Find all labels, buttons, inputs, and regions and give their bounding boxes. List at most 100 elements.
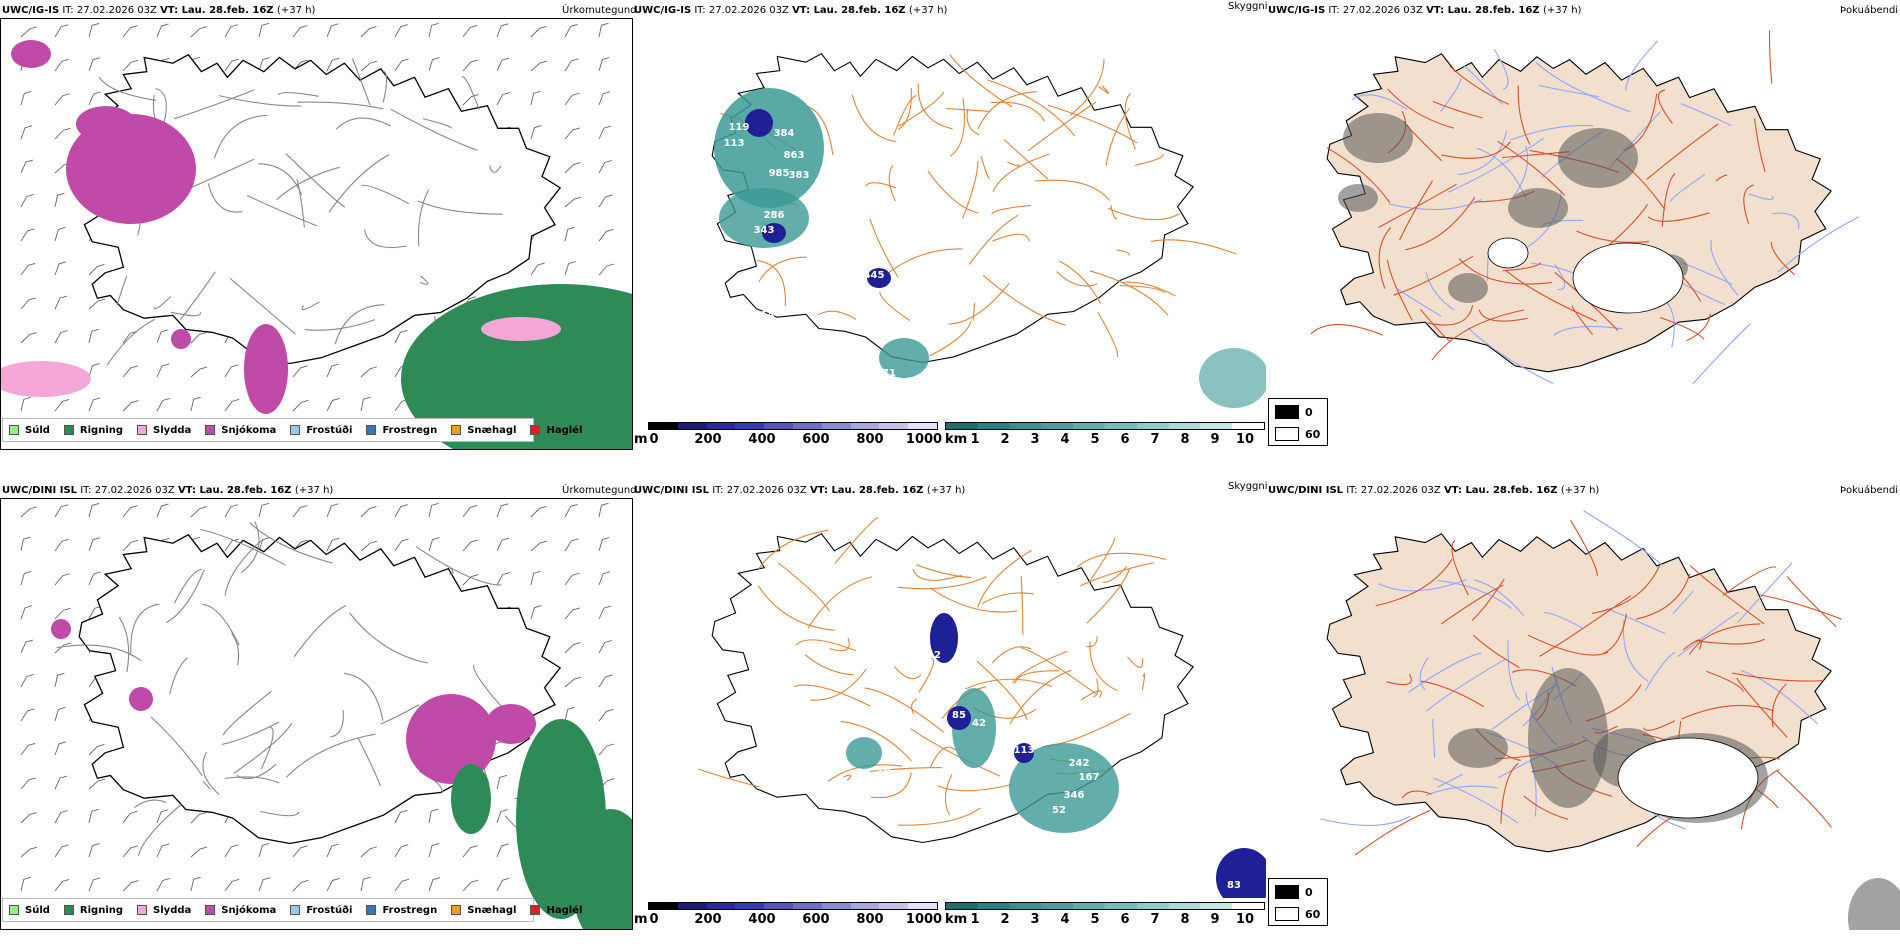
road-line (1420, 308, 1451, 343)
wind-barb (54, 672, 65, 688)
road-line (1535, 61, 1631, 113)
road-line (946, 108, 991, 112)
colorbar-tick: 400 (748, 912, 776, 927)
road-line (992, 153, 1050, 193)
wind-barb (224, 844, 239, 858)
road-line (296, 179, 305, 228)
snow-area (76, 106, 136, 142)
low-visibility-area (846, 737, 882, 769)
vt-label: VT: (1443, 485, 1466, 496)
road-line (1089, 537, 1116, 582)
road-line (965, 678, 1053, 690)
road-line (1689, 565, 1765, 625)
legend-swatch (137, 425, 148, 435)
wind-barb (156, 503, 169, 518)
road-line (473, 665, 502, 707)
legend-item-súld: Súld (9, 425, 50, 436)
wind-barb (190, 811, 207, 824)
wind-barb (122, 400, 139, 412)
road-line (869, 767, 942, 772)
road-line (817, 310, 857, 320)
road-line (1021, 647, 1096, 695)
wind-barb (564, 58, 579, 72)
legend-label: Haglél (546, 904, 583, 916)
colorbar-tick: 9 (1210, 912, 1220, 927)
road-line (293, 605, 347, 658)
road-line (1576, 230, 1649, 243)
vt-value: Lau. 28.feb. 16Z (831, 485, 927, 496)
visibility-label: 343 (754, 225, 775, 236)
road-line (990, 101, 1045, 122)
road-line (1310, 324, 1384, 336)
wind-barb (530, 570, 541, 586)
vt-value: Lau. 28.feb. 16Z (199, 485, 295, 496)
road-line (1009, 669, 1072, 725)
road-line (221, 721, 280, 745)
wind-barb (88, 397, 101, 412)
snow-area (66, 114, 196, 224)
colorbar-tick: 200 (694, 432, 722, 447)
road-line (173, 89, 255, 120)
iceland-coastline (711, 532, 1195, 844)
wind-barb (54, 58, 70, 72)
visibility-label: 113 (724, 138, 745, 149)
vt-label: VT: (792, 5, 814, 16)
wind-barb (394, 329, 408, 344)
road-line (944, 774, 953, 816)
wind-barb (598, 263, 615, 276)
road-line (246, 195, 318, 227)
road-line (834, 516, 879, 564)
wind-barb (156, 363, 170, 378)
wind-barb (564, 706, 575, 722)
wind-barb (564, 261, 576, 276)
road-line (363, 229, 407, 249)
road-line (840, 720, 913, 762)
wind-barb (360, 846, 377, 858)
wind-barb (360, 876, 371, 892)
wind-barb (224, 24, 239, 38)
road-line (1517, 85, 1531, 145)
road-line (757, 585, 836, 631)
road-line (1123, 281, 1176, 297)
road-line (1426, 658, 1506, 712)
road-line (417, 189, 430, 247)
visibility-label: 113 (1014, 745, 1035, 756)
legend-swatch (137, 905, 148, 915)
wind-barb (360, 396, 371, 412)
wind-barb (88, 298, 106, 310)
legend-swatch (366, 905, 377, 915)
it-value: 27.02.2026 03Z (708, 5, 793, 16)
road-line (1351, 94, 1408, 110)
road-line (1399, 180, 1434, 241)
lead-time: (+37 h) (1543, 5, 1582, 16)
road-line (1425, 272, 1455, 311)
road-line (756, 260, 786, 307)
sleet-area (481, 317, 561, 341)
wind-barb (122, 365, 138, 378)
road-line (1507, 640, 1520, 701)
legend-swatch (451, 905, 462, 915)
colorbar-tick: 200 (694, 912, 722, 927)
road-line (260, 810, 300, 817)
colorbar-tick: 6 (1120, 432, 1130, 447)
road-line (1553, 325, 1623, 336)
road-line (1722, 566, 1777, 596)
road-line (1408, 652, 1482, 693)
wind-barb (496, 92, 510, 106)
glacier-area (1572, 242, 1684, 314)
road-line (1625, 40, 1659, 91)
wind-barb (394, 538, 409, 552)
wind-barb (428, 808, 439, 824)
wind-barb (496, 23, 509, 38)
road-line (382, 70, 388, 103)
wind-barb (496, 774, 508, 790)
legend-swatch (290, 425, 301, 435)
vt-value: Lau. 28.feb. 16Z (181, 5, 278, 16)
road-line (179, 271, 216, 321)
road-line (1102, 566, 1128, 583)
legend-swatch (366, 425, 377, 435)
road-line (949, 54, 1013, 108)
legend-label: Frostúði (306, 904, 353, 916)
white-swatch (1275, 427, 1299, 441)
road-line (1770, 241, 1795, 276)
